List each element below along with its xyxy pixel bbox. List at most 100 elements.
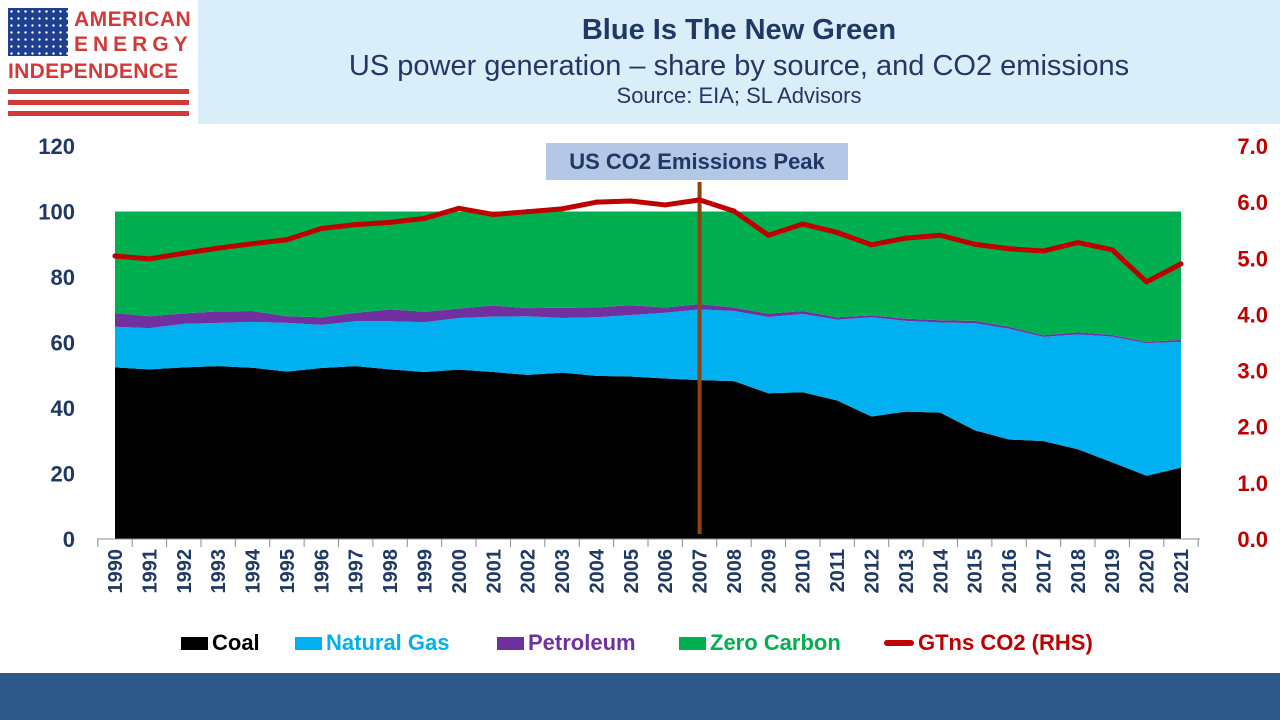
y2-tick-label: 3.0 — [1237, 359, 1268, 384]
co2-point — [869, 242, 875, 248]
y-tick-label: 100 — [38, 200, 75, 225]
x-tick-label: 2019 — [1102, 549, 1124, 594]
x-tick-label: 1992 — [174, 549, 196, 594]
x-tick-label: 1997 — [346, 549, 368, 594]
co2-point — [972, 241, 978, 247]
co2-point — [215, 245, 221, 251]
area-layers — [115, 211, 1181, 539]
co2-point — [1144, 279, 1150, 285]
y2-tick-label: 4.0 — [1237, 302, 1268, 327]
co2-series-line — [112, 197, 1184, 285]
x-tick-label: 2009 — [758, 549, 780, 594]
x-tick-label: 2003 — [552, 549, 574, 594]
legend-swatch-coal — [181, 636, 208, 650]
x-tick-label: 2014 — [930, 548, 952, 593]
area-petroleum — [115, 304, 1181, 344]
legend-item-co2: GTns CO2 (RHS) — [884, 627, 1093, 659]
x-tick-label: 2021 — [1171, 549, 1193, 594]
co2-point — [903, 235, 909, 241]
co2-point — [1006, 246, 1012, 252]
co2-point — [697, 197, 703, 203]
x-tick-label: 2018 — [1068, 549, 1090, 594]
logo-text-line2: ENERGY — [74, 33, 193, 56]
y2-tick-label: 1.0 — [1237, 471, 1268, 496]
co2-point — [1040, 248, 1046, 254]
chart-subtitle: US power generation – share by source, a… — [348, 50, 1130, 82]
logo-text-line1: AMERICAN — [74, 8, 192, 31]
co2-point — [284, 237, 290, 243]
x-tick-label: 2008 — [724, 549, 746, 594]
co2-point — [800, 221, 806, 227]
y2-tick-label: 0.0 — [1237, 527, 1268, 552]
legend-swatch-petroleum — [497, 636, 524, 650]
co2-point — [593, 199, 599, 205]
co2-line-layer — [112, 197, 1184, 285]
peak-label-box — [546, 143, 848, 180]
co2-point — [525, 209, 531, 215]
co2-point — [490, 211, 496, 217]
co2-point — [456, 205, 462, 211]
legend-label-natural_gas: Natural Gas — [326, 630, 450, 655]
x-tick-label: 2002 — [518, 549, 540, 594]
legend-item-coal: Coal — [181, 627, 260, 659]
x-tick-label: 2010 — [793, 549, 815, 594]
x-tick-label: 2020 — [1137, 549, 1159, 594]
x-tick-label: 1995 — [277, 549, 299, 594]
chart-legend: Coal Natural Gas Petroleum Zero Carbon GTns … — [0, 627, 1280, 659]
legend-swatch-co2 — [884, 640, 914, 646]
axes: 1990 1991 1992 1993 1994 1995 1996 1997 1998 1999… — [38, 134, 1268, 594]
co2-point — [353, 222, 359, 228]
stacked-area-chart: US CO2 Emissions Peak 1990 1991 1992 1993 19… — [38, 134, 1268, 594]
co2-point — [181, 250, 187, 256]
x-tick-label: 2016 — [999, 549, 1021, 594]
footer-bar — [0, 673, 1280, 720]
co2-point — [834, 229, 840, 235]
x-tick-label: 2004 — [586, 548, 608, 593]
chart-source: Source: EIA; SL Advisors — [616, 83, 862, 108]
y-tick-label: 0 — [63, 527, 75, 552]
legend-item-petroleum: Petroleum — [497, 627, 636, 659]
legend-label-zero_carbon: Zero Carbon — [710, 630, 841, 655]
flag-stripe — [8, 89, 189, 94]
co2-point — [559, 206, 565, 212]
flag-stars-icon — [8, 8, 68, 56]
area-coal — [115, 366, 1181, 539]
x-tick-label: 1994 — [243, 548, 265, 593]
co2-point — [662, 202, 668, 208]
logo-text-line3: INDEPENDENCE — [8, 60, 179, 83]
x-tick-label: 1990 — [105, 549, 127, 594]
legend-label-petroleum: Petroleum — [528, 630, 636, 655]
x-tick-label: 2011 — [827, 549, 849, 592]
y2-tick-label: 7.0 — [1237, 134, 1268, 159]
x-tick-label: 1998 — [380, 549, 402, 594]
co2-point — [937, 232, 943, 238]
chart-title: Blue Is The New Green — [581, 14, 897, 46]
co2-point — [421, 215, 427, 221]
co2-point — [318, 226, 324, 232]
legend-label-coal: Coal — [212, 630, 260, 655]
x-tick-label: 2007 — [690, 549, 712, 594]
x-tick-label: 2015 — [965, 549, 987, 594]
header-banner: AMERICAN ENERGY INDEPENDENCE Blue Is The… — [0, 0, 1280, 124]
area-zero_carbon — [115, 211, 1181, 342]
y-tick-label: 120 — [38, 134, 75, 159]
legend-label-co2: GTns CO2 (RHS) — [918, 630, 1093, 655]
x-tick-label: 2005 — [621, 549, 643, 594]
legend-item-zero_carbon: Zero Carbon — [679, 627, 841, 659]
x-tick-label: 2006 — [655, 549, 677, 594]
flag-stripe — [8, 100, 189, 105]
x-tick-label: 2012 — [862, 549, 884, 594]
co2-point — [731, 208, 737, 214]
co2-point — [628, 198, 634, 204]
legend-item-natural_gas: Natural Gas — [295, 627, 450, 659]
y2-tick-label: 6.0 — [1237, 190, 1268, 215]
y-tick-label: 20 — [51, 462, 75, 487]
y-tick-label: 60 — [51, 331, 75, 356]
american-energy-independence-logo: AMERICAN ENERGY INDEPENDENCE — [0, 0, 198, 124]
peak-annotation: US CO2 Emissions Peak — [546, 143, 848, 534]
legend-swatch-zero_carbon — [679, 636, 706, 650]
y-tick-label: 80 — [51, 265, 75, 290]
legend-swatch-natural_gas — [295, 636, 322, 650]
x-tick-label: 2001 — [483, 549, 505, 594]
x-tick-label: 2017 — [1033, 549, 1055, 594]
